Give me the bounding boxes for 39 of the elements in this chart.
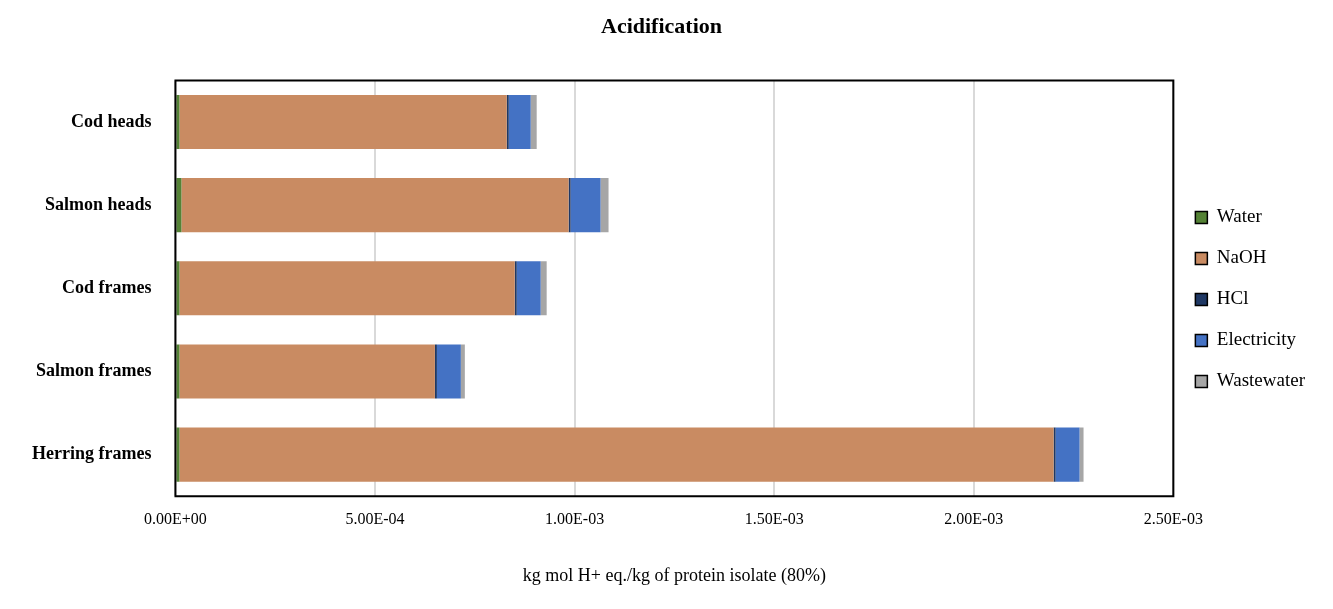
bar <box>179 261 515 316</box>
bar <box>508 94 531 150</box>
bar <box>179 427 1054 482</box>
bar <box>179 344 435 399</box>
legend-label: Water <box>1216 205 1263 227</box>
x-tick-label: 0.00E+00 <box>144 510 207 527</box>
x-tick-label: 2.50E-03 <box>1143 510 1203 527</box>
x-axis-title: kg mol H+ eq./kg of protein isolate (80%) <box>522 564 826 586</box>
legend-label: Electricity <box>1216 328 1297 350</box>
legend-label: Wastewater <box>1216 369 1306 391</box>
y-tick-label: Cod frames <box>61 276 152 297</box>
x-tick-label: 2.00E-03 <box>944 510 1004 527</box>
bar <box>516 261 541 316</box>
bar <box>530 94 537 150</box>
bar <box>514 261 517 316</box>
bar <box>540 261 547 316</box>
bar <box>436 344 461 399</box>
bar <box>181 178 569 233</box>
y-tick-label: Salmon heads <box>44 193 152 214</box>
bar <box>1055 427 1080 482</box>
x-tick-label: 1.00E-03 <box>545 510 605 527</box>
bar <box>179 94 507 150</box>
bar <box>1079 427 1084 482</box>
bar <box>570 178 601 233</box>
y-tick-label: Salmon frames <box>35 360 152 381</box>
bar <box>176 261 180 316</box>
bar <box>176 344 180 399</box>
bar <box>600 178 609 233</box>
x-tick-label: 5.00E-04 <box>345 510 405 527</box>
y-tick-label: Herring frames <box>32 443 152 464</box>
bar <box>176 427 180 482</box>
bar <box>176 178 182 233</box>
legend-label: HCl <box>1216 287 1249 309</box>
bar <box>176 94 180 150</box>
y-tick-label: Cod heads <box>70 110 152 131</box>
legend-label: NaOH <box>1216 246 1267 268</box>
chart-title: Acidification <box>601 12 722 38</box>
bar <box>460 344 465 399</box>
x-tick-label: 1.50E-03 <box>744 510 804 527</box>
